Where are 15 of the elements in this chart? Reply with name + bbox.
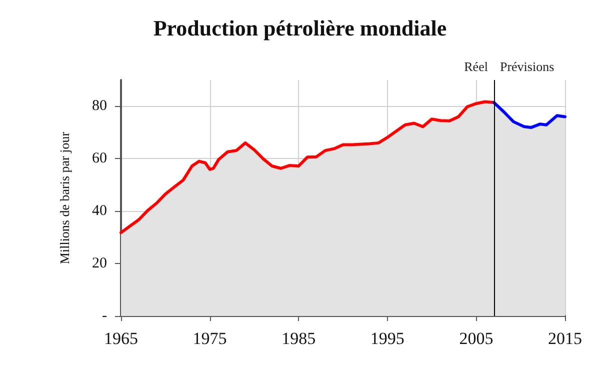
ref-line-label: Réel: [464, 59, 488, 74]
y-tick-label: -: [102, 308, 107, 324]
x-tick-label: 2005: [459, 329, 494, 348]
x-tick-label: 2015: [548, 329, 582, 348]
y-tick-label: 80: [92, 98, 107, 114]
x-tick-label: 1985: [282, 329, 316, 348]
y-axis-title: Millions de baris par jour: [57, 131, 72, 264]
y-tick-label: 40: [92, 203, 107, 220]
y-tick-label: 20: [92, 256, 107, 272]
annotation: Prévisions: [500, 59, 554, 74]
chart-title: Production pétrolière mondiale: [153, 16, 447, 40]
x-tick-label: 1995: [370, 329, 404, 348]
x-tick-label: 1965: [104, 329, 138, 348]
y-tick-label: 60: [92, 150, 107, 167]
x-tick-label: 1975: [192, 329, 227, 348]
